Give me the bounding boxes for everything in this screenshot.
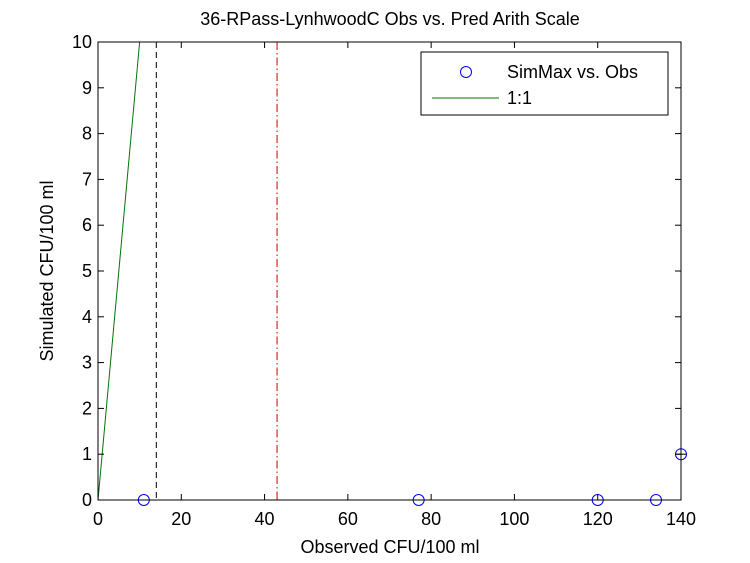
x-tick-label: 40 — [255, 509, 275, 529]
chart-title: 36-RPass-LynhwoodC Obs vs. Pred Arith Sc… — [200, 9, 580, 29]
y-tick-label: 5 — [82, 261, 92, 281]
legend-label: 1:1 — [507, 88, 532, 108]
y-axis-label: Simulated CFU/100 ml — [37, 180, 57, 361]
x-tick-label: 120 — [583, 509, 613, 529]
y-tick-label: 6 — [82, 215, 92, 235]
x-tick-label: 20 — [171, 509, 191, 529]
legend-item: 1:1 — [432, 88, 532, 108]
legend-label: SimMax vs. Obs — [507, 62, 638, 82]
y-tick-label: 8 — [82, 124, 92, 144]
plot-layer: 0 20 40 60 80 100 120 140 0 1 2 3 4 5 6 7 8 9 10 SimMax vs.… — [72, 32, 696, 529]
y-tick-label: 4 — [82, 307, 92, 327]
y-tick-label: 9 — [82, 78, 92, 98]
legend-item: SimMax vs. Obs — [460, 62, 638, 82]
y-tick-label: 0 — [82, 490, 92, 510]
x-tick-label: 100 — [499, 509, 529, 529]
x-tick-label: 60 — [338, 509, 358, 529]
x-axis-label: Observed CFU/100 ml — [300, 537, 479, 557]
y-tick-label: 10 — [72, 32, 92, 52]
y-tick-label: 1 — [82, 444, 92, 464]
y-tick-label: 2 — [82, 398, 92, 418]
y-tick-label: 7 — [82, 169, 92, 189]
series-line-one-to-one — [98, 42, 141, 500]
y-tick-label: 3 — [82, 353, 92, 373]
x-tick-label: 140 — [666, 509, 696, 529]
x-tick-label: 80 — [421, 509, 441, 529]
x-tick-label: 0 — [93, 509, 103, 529]
legend: SimMax vs. Obs 1:1 — [420, 51, 669, 116]
legend-marker-swatch — [460, 66, 472, 78]
legend-box — [420, 51, 669, 116]
